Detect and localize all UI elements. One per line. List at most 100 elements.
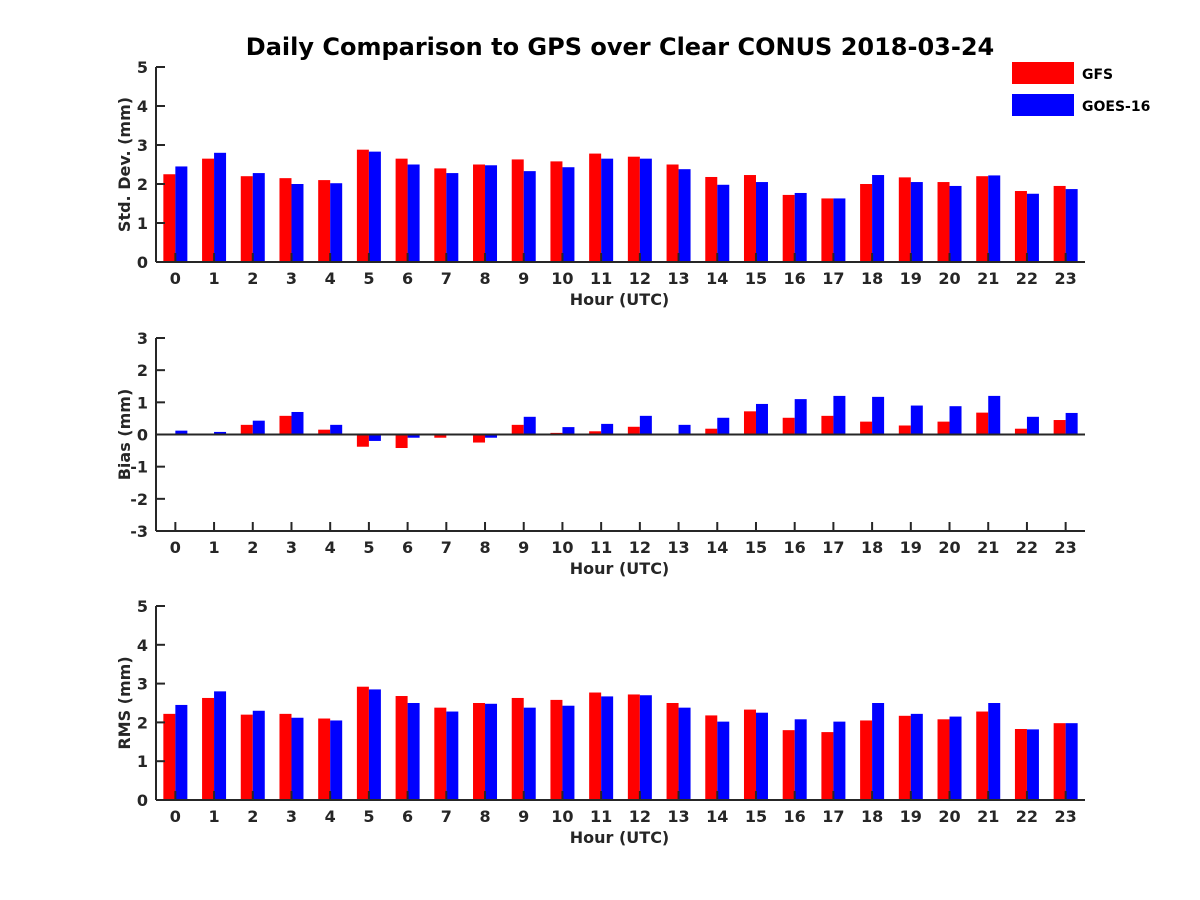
bias-x-tick-label: 11 — [590, 538, 612, 557]
bias-bar-goes16-13 — [678, 424, 691, 435]
rms-bar-goes16-10 — [562, 705, 575, 800]
bias-bar-gfs-19 — [898, 425, 911, 435]
std-bar-goes16-3 — [291, 184, 304, 262]
std-bar-gfs-2 — [240, 176, 253, 262]
rms-x-tick-label: 12 — [629, 807, 651, 826]
std-y-tick-label: 1 — [137, 214, 148, 233]
bias-bar-goes16-0 — [175, 430, 188, 435]
std-x-tick-label: 5 — [363, 269, 374, 288]
rms-bar-gfs-9 — [511, 697, 524, 800]
bias-bar-goes16-1 — [214, 431, 227, 435]
bias-bar-gfs-12 — [627, 426, 640, 435]
bias-bar-gfs-17 — [821, 415, 834, 435]
rms-bar-gfs-21 — [976, 711, 989, 800]
bias-bar-goes16-18 — [872, 396, 885, 435]
rms-bar-goes16-22 — [1026, 729, 1039, 800]
bias-bar-gfs-18 — [860, 421, 873, 435]
bias-x-tick-label: 3 — [286, 538, 297, 557]
rms-x-tick-label: 13 — [667, 807, 689, 826]
legend-swatch-gfs — [1012, 62, 1074, 84]
rms-bar-gfs-16 — [782, 730, 795, 800]
std-bar-goes16-9 — [523, 171, 536, 262]
std-x-tick-label: 15 — [745, 269, 767, 288]
bias-x-tick-label: 7 — [441, 538, 452, 557]
rms-bar-goes16-18 — [872, 703, 885, 800]
bias-x-axis-label: Hour (UTC) — [570, 559, 670, 578]
bias-bar-gfs-15 — [743, 411, 756, 435]
bias-x-tick-label: 12 — [629, 538, 651, 557]
rms-x-tick-label: 11 — [590, 807, 612, 826]
std-x-tick-label: 23 — [1055, 269, 1077, 288]
std-bar-goes16-22 — [1026, 193, 1039, 262]
std-bar-gfs-11 — [589, 153, 602, 262]
rms-bar-gfs-3 — [279, 713, 292, 800]
bias-y-tick-label: -1 — [130, 458, 148, 477]
rms-bar-gfs-5 — [356, 686, 369, 800]
rms-x-tick-label: 23 — [1055, 807, 1077, 826]
rms-y-tick-label: 2 — [137, 713, 148, 732]
std-bar-gfs-6 — [395, 158, 408, 262]
rms-x-tick-label: 9 — [518, 807, 529, 826]
std-bar-gfs-14 — [705, 176, 718, 262]
rms-bar-goes16-21 — [988, 703, 1001, 800]
bias-x-tick-label: 1 — [208, 538, 219, 557]
std-bar-gfs-12 — [627, 156, 640, 262]
rms-x-tick-label: 3 — [286, 807, 297, 826]
bias-bar-goes16-2 — [252, 420, 265, 435]
rms-bar-goes16-23 — [1065, 723, 1078, 800]
bias-bar-goes16-3 — [291, 411, 304, 435]
rms-bar-goes16-14 — [717, 721, 730, 800]
std-x-tick-label: 16 — [784, 269, 806, 288]
rms-x-tick-label: 20 — [938, 807, 960, 826]
std-y-tick-label: 5 — [137, 58, 148, 77]
std-x-tick-label: 0 — [170, 269, 181, 288]
bias-x-tick-label: 6 — [402, 538, 413, 557]
std-x-tick-label: 18 — [861, 269, 883, 288]
bias-bar-goes16-12 — [639, 415, 652, 435]
bias-bar-gfs-4 — [318, 429, 331, 435]
bias-x-tick-label: 16 — [784, 538, 806, 557]
rms-x-tick-label: 8 — [479, 807, 490, 826]
bias-y-axis-label: Bias (mm) — [115, 389, 134, 481]
bias-bar-goes16-10 — [562, 427, 575, 435]
std-bar-gfs-16 — [782, 194, 795, 262]
bias-x-tick-label: 0 — [170, 538, 181, 557]
rms-x-tick-label: 22 — [1016, 807, 1038, 826]
rms-bar-goes16-3 — [291, 717, 304, 800]
std-x-tick-label: 1 — [208, 269, 219, 288]
bias-bar-goes16-21 — [988, 395, 1001, 435]
std-bar-goes16-4 — [330, 183, 343, 262]
std-bar-goes16-13 — [678, 169, 691, 262]
rms-y-tick-label: 0 — [137, 791, 148, 810]
std-x-tick-label: 4 — [325, 269, 336, 288]
rms-bar-gfs-7 — [434, 707, 447, 800]
rms-bar-goes16-9 — [523, 707, 536, 800]
rms-bar-goes16-4 — [330, 720, 343, 800]
legend: GFS GOES-16 — [1012, 62, 1150, 116]
rms-x-tick-label: 6 — [402, 807, 413, 826]
bias-y-tick-label: 0 — [137, 426, 148, 445]
bias-x-tick-label: 22 — [1016, 538, 1038, 557]
rms-x-tick-label: 15 — [745, 807, 767, 826]
rms-bar-gfs-6 — [395, 696, 408, 800]
bias-bar-goes16-4 — [330, 424, 343, 435]
bias-bar-gfs-11 — [589, 431, 602, 435]
std-x-tick-label: 7 — [441, 269, 452, 288]
rms-x-tick-label: 0 — [170, 807, 181, 826]
bias-x-tick-label: 13 — [667, 538, 689, 557]
rms-bar-goes16-13 — [678, 707, 691, 800]
rms-bar-goes16-16 — [794, 719, 807, 800]
std-bar-goes16-10 — [562, 167, 575, 262]
bias-y-tick-label: 3 — [137, 329, 148, 348]
rms-y-tick-label: 3 — [137, 675, 148, 694]
std-bar-goes16-6 — [407, 164, 420, 262]
rms-bar-goes16-15 — [755, 712, 768, 800]
std-x-tick-label: 9 — [518, 269, 529, 288]
bias-bar-goes16-23 — [1065, 412, 1078, 435]
rms-bar-gfs-20 — [937, 719, 950, 800]
bias-bar-goes16-5 — [368, 434, 381, 441]
std-bar-goes16-12 — [639, 158, 652, 262]
bias-bar-goes16-6 — [407, 434, 420, 438]
rms-x-tick-label: 19 — [900, 807, 922, 826]
